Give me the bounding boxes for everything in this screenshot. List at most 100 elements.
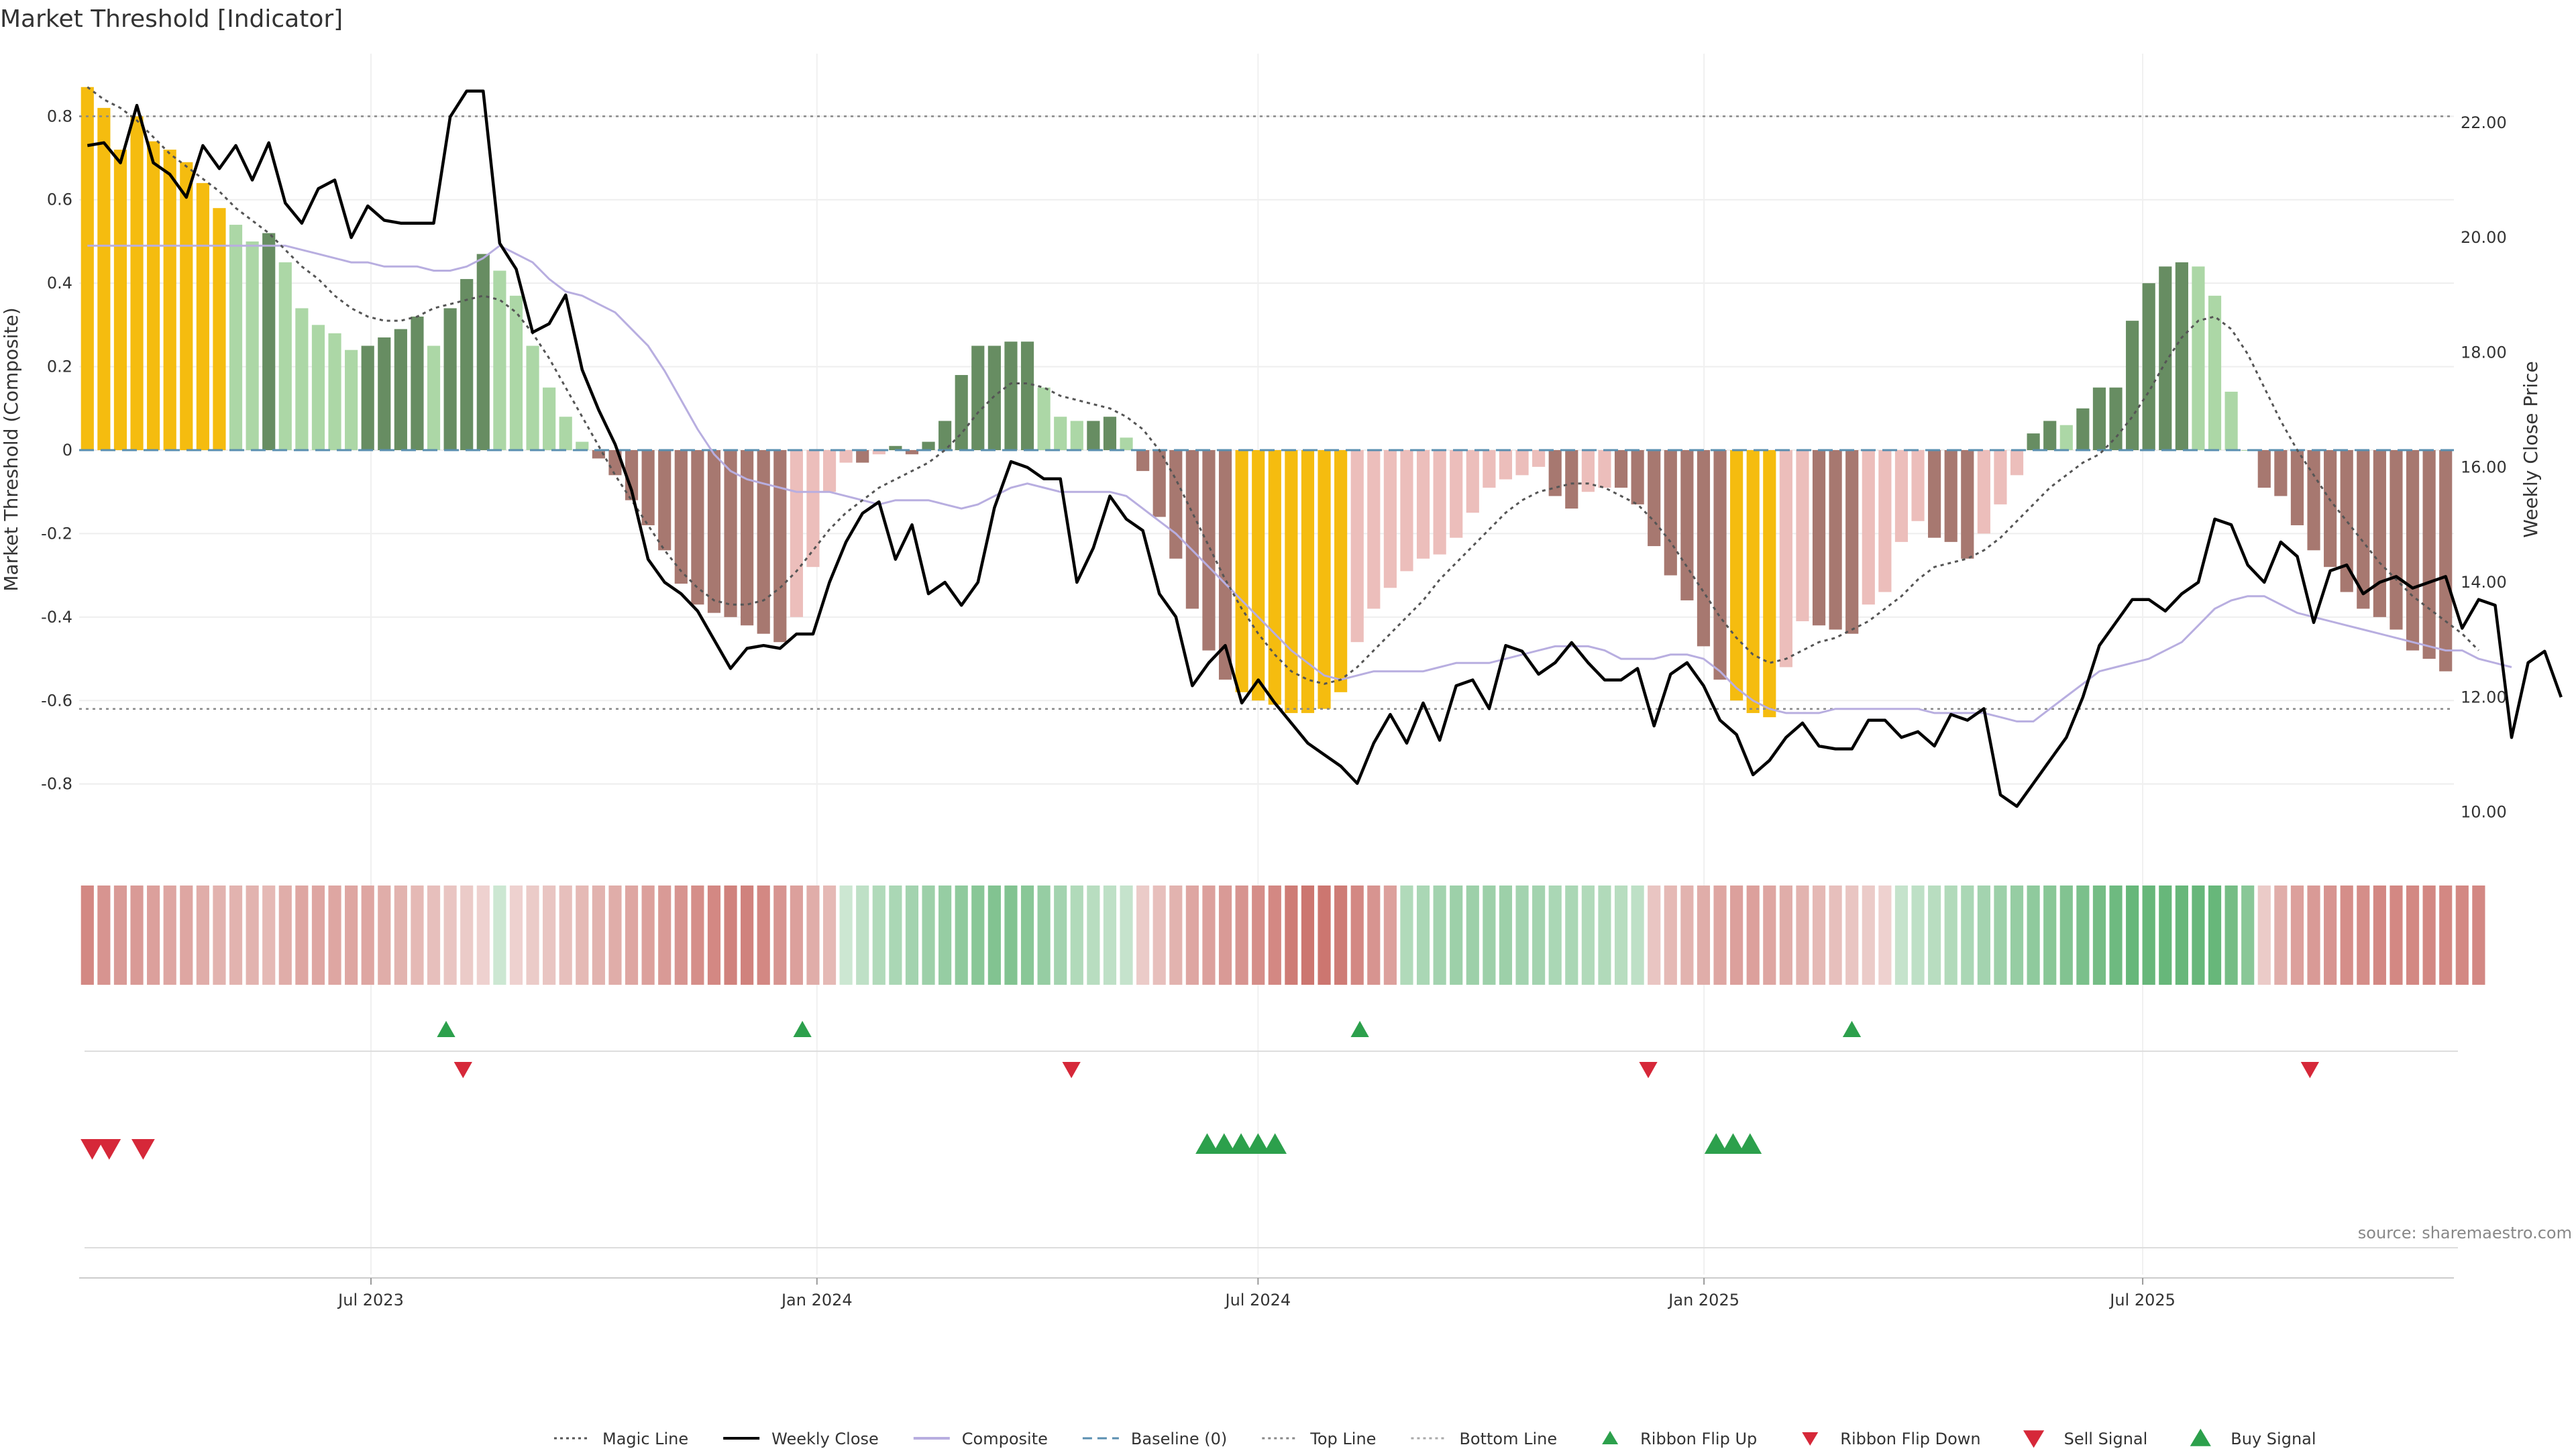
y-axis-label-right: Weekly Close Price [2520, 361, 2542, 537]
ribbon-cell [1383, 885, 1397, 985]
ribbon-cell [113, 885, 127, 985]
composite-bar [889, 445, 902, 450]
ribbon-cell [2126, 885, 2139, 985]
composite-bar [1581, 450, 1595, 492]
ribbon-cell [427, 885, 441, 985]
composite-bar [1746, 450, 1760, 713]
composite-bar [576, 441, 589, 450]
composite-bar [1268, 450, 1281, 705]
composite-bar [328, 333, 341, 450]
composite-bar [97, 107, 111, 450]
ribbon-cell [2142, 885, 2155, 985]
legend-label: Ribbon Flip Down [1840, 1430, 1980, 1448]
ribbon-cell [1350, 885, 1364, 985]
ribbon-cell [922, 885, 935, 985]
y-tick-right: 10.00 [2461, 803, 2507, 822]
ribbon-cell [1928, 885, 1941, 985]
composite-bar [905, 450, 919, 455]
composite-bar [311, 325, 325, 450]
composite-bar [2373, 450, 2386, 617]
composite-bar [1037, 387, 1051, 450]
composite-bar [427, 345, 441, 450]
ribbon-cell [707, 885, 721, 985]
ribbon-cell [460, 885, 474, 985]
ribbon-cell [1631, 885, 1644, 985]
y-tick-left: 0.8 [47, 107, 72, 125]
composite-bar [2340, 450, 2353, 592]
composite-bar [1763, 450, 1776, 718]
composite-bar [1730, 450, 1743, 701]
composite-bar [773, 450, 787, 643]
composite-bar [411, 316, 424, 450]
composite-bar [262, 233, 276, 450]
ribbon-cell [1862, 885, 1875, 985]
trend-ribbon [80, 885, 2485, 985]
composite-bar [724, 450, 737, 617]
ribbon-cell [278, 885, 292, 985]
ribbon-cell [2027, 885, 2040, 985]
ribbon-cell [1037, 885, 1051, 985]
composite-bar [1383, 450, 1397, 588]
ribbon-cell [1565, 885, 1578, 985]
y-axis-label-left: Market Threshold (Composite) [0, 307, 22, 591]
ribbon-cell [2043, 885, 2057, 985]
composite-bar [1433, 450, 1446, 555]
composite-bar [147, 141, 160, 451]
ribbon-cell [2390, 885, 2403, 985]
composite-bar [1944, 450, 1957, 542]
composite-bar [130, 116, 144, 450]
ribbon-cell [1433, 885, 1446, 985]
composite-bar [2307, 450, 2320, 551]
composite-bar [1367, 450, 1381, 609]
ribbon-cell [2175, 885, 2188, 985]
composite-bar [1878, 450, 1892, 592]
composite-bar [1994, 450, 2007, 504]
ribbon-cell [1911, 885, 1925, 985]
ribbon-cell [1020, 885, 1034, 985]
composite-bar [1334, 450, 1348, 692]
composite-bar [1697, 450, 1711, 647]
composite-bar [345, 350, 358, 450]
ribbon-flip-up-marker [793, 1020, 812, 1037]
composite-bar [361, 345, 374, 450]
ribbon-cell [1285, 885, 1298, 985]
composite-bar [2192, 266, 2205, 450]
y-tick-right: 20.00 [2461, 228, 2507, 247]
y-tick-right: 14.00 [2461, 573, 2507, 592]
composite-bar [625, 450, 639, 500]
ribbon-cell [80, 885, 94, 985]
ribbon-cell [2472, 885, 2485, 985]
composite-bar [839, 450, 853, 463]
composite-bar [2208, 295, 2222, 450]
composite-bar [1812, 450, 1826, 626]
composite-bar [674, 450, 688, 584]
composite-bar [460, 278, 474, 450]
legend-label: Sell Signal [2064, 1430, 2148, 1448]
ribbon-flip-up-marker [437, 1020, 455, 1037]
composite-bar [213, 208, 226, 450]
ribbon-cell [1235, 885, 1248, 985]
composite-bar [1004, 341, 1018, 450]
ribbon-cell [295, 885, 309, 985]
composite-bar [493, 270, 506, 450]
ribbon-cell [674, 885, 688, 985]
ribbon-cell [526, 885, 539, 985]
composite-bar [2142, 283, 2155, 450]
ribbon-cell [691, 885, 704, 985]
ribbon-cell [2159, 885, 2172, 985]
composite-bar [2076, 408, 2090, 450]
composite-bar [2175, 262, 2188, 450]
ribbon-cell [2307, 885, 2320, 985]
ribbon-cell [1961, 885, 1974, 985]
y-tick-left: 0.2 [47, 358, 72, 376]
ribbon-cell [2357, 885, 2370, 985]
ribbon-cell [641, 885, 655, 985]
ribbon-flip-down-marker [453, 1062, 472, 1079]
ribbon-cell [955, 885, 968, 985]
composite-bar [2010, 450, 2024, 476]
composite-bar [1087, 421, 1100, 450]
composite-bar [1120, 437, 1133, 450]
ribbon-cell [1416, 885, 1430, 985]
composite-bar [2043, 421, 2057, 450]
ribbon-cell [806, 885, 820, 985]
